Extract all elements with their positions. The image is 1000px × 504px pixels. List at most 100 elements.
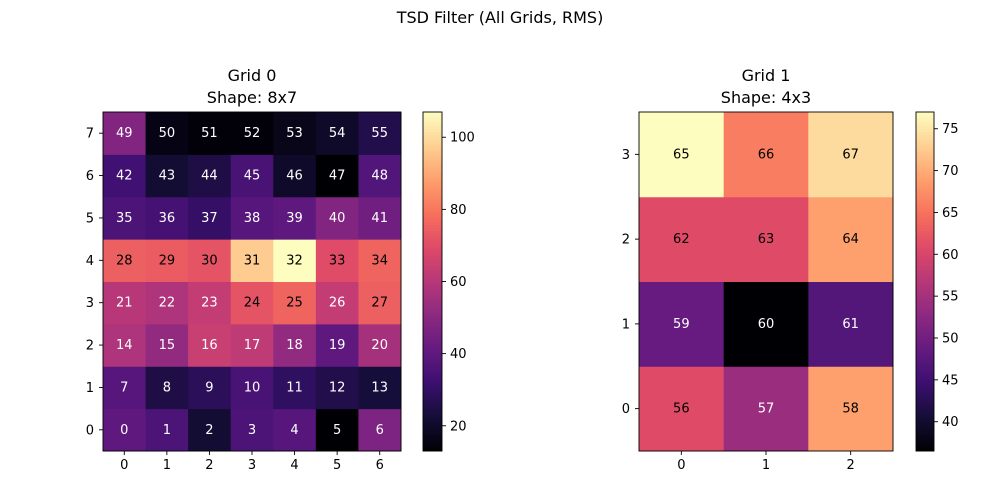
colorbar-segment [423,162,442,167]
heatmap-cell [145,154,189,198]
colorbar-segment [423,199,442,203]
colorbar-segment [423,185,442,189]
colorbar-segment [423,154,442,158]
colorbar-segment [916,120,934,124]
colorbar-segment [916,264,934,268]
colorbar-segment [916,400,934,404]
colorbar-segment [423,335,442,339]
colorbar-tick-label: 45 [942,373,959,388]
heatmap-cell [315,239,359,283]
colorbar-segment [916,405,934,410]
heatmap-cell [103,239,147,283]
cell-label: 41 [371,211,388,226]
colorbar-segment [916,253,934,257]
colorbar-segment [423,289,442,294]
colorbar-segment [423,176,442,181]
colorbar-tick-label: 20 [450,419,467,434]
heatmap-cell [273,196,317,240]
colorbar-segment [423,340,442,345]
colorbar-segment [423,323,442,328]
colorbar-segment [916,182,934,186]
grid-1-title: Grid 1 [742,66,791,85]
colorbar-segment [423,431,442,435]
heatmap-cell [230,408,274,452]
grid-1-panel: Grid 1 Shape: 4x3 56 57 58 59 60 61 62 63 64 65 66 67… [622,66,959,473]
heatmap-cell [358,154,402,198]
heatmap-cell [315,112,359,155]
colorbar-segment [423,402,442,407]
colorbar-segment [423,329,442,333]
colorbar-segment [916,196,934,200]
colorbar-segment [916,160,934,164]
cell-label: 3 [248,423,256,438]
cell-label: 32 [286,253,303,268]
colorbar-segment [423,137,442,141]
colorbar-segment [916,247,934,251]
colorbar-segment [916,349,934,353]
heatmap-cell [188,408,232,452]
colorbar-segment [916,244,934,248]
heatmap-cell [639,281,725,367]
colorbar-segment [423,247,442,251]
colorbar-segment [916,137,934,141]
cell-label: 14 [116,338,133,353]
heatmap-cell [808,112,894,198]
colorbar-segment [423,400,442,404]
heatmap-cell [188,196,232,240]
colorbar-tick-label: 75 [942,122,959,137]
colorbar-segment [916,369,934,373]
colorbar-segment [423,140,442,144]
cell-label: 52 [244,126,261,141]
colorbar-segment [916,123,934,127]
colorbar-segment [916,143,934,147]
y-tick-label: 6 [86,169,94,184]
colorbar-segment [423,131,442,135]
y-tick-label: 1 [86,381,94,396]
colorbar-segment [916,445,934,449]
colorbar-segment [916,332,934,336]
colorbar-segment [916,428,934,432]
colorbar-segment [423,205,442,209]
heatmap-cell [723,196,809,282]
cell-label: 26 [329,296,346,311]
colorbar-segment [423,236,442,240]
colorbar-segment [916,256,934,260]
colorbar-segment [916,112,934,116]
cell-label: 50 [159,126,176,141]
colorbar-segment [423,123,442,127]
colorbar-segment [423,422,442,426]
colorbar-segment [423,264,442,268]
x-tick-label: 4 [290,458,298,473]
colorbar-segment [423,332,442,336]
heatmap-cell [723,366,809,452]
heatmap-cell [358,323,402,367]
colorbar-segment [423,216,442,220]
cell-label: 27 [371,296,388,311]
cell-label: 19 [329,338,346,353]
colorbar-segment [423,281,442,285]
colorbar-segment [423,360,442,364]
colorbar-segment [916,386,934,390]
cell-label: 56 [673,402,690,417]
cell-label: 34 [371,253,388,268]
heatmap-cell [230,196,274,240]
y-tick-label: 2 [86,339,94,354]
colorbar-segment [916,227,934,232]
colorbar-segment [916,193,934,198]
heatmap-cell [808,281,894,367]
colorbar-tick-label: 40 [942,415,959,430]
cell-label: 21 [116,296,133,311]
colorbar-segment [423,377,442,381]
heatmap-cell [145,408,189,452]
colorbar-segment [423,343,442,347]
cell-label: 30 [201,253,218,268]
heatmap-cell [145,281,189,325]
heatmap-cell [358,281,402,325]
colorbar-segment [423,315,442,319]
colorbar-segment [916,298,934,302]
colorbar-segment [916,216,934,220]
colorbar-segment [423,157,442,161]
colorbar-segment [423,292,442,297]
colorbar-segment [423,148,442,152]
